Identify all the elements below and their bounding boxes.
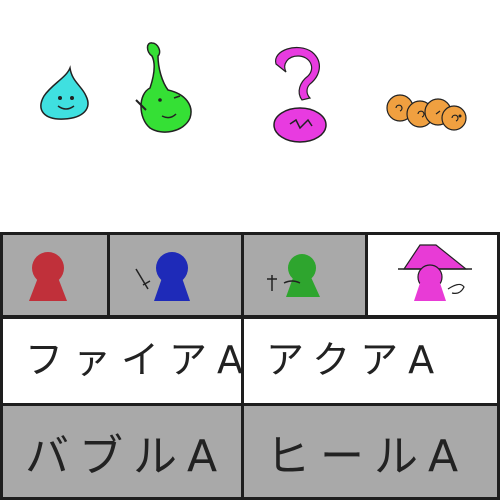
party-slot-green-priest[interactable] (241, 232, 368, 318)
aqua-command-button[interactable]: アクアA (241, 316, 500, 406)
bubble-command-button[interactable]: バブルA (0, 403, 244, 500)
party-row (0, 232, 500, 318)
green-keyhole-cross-icon (267, 254, 320, 297)
green-slime-icon[interactable] (128, 38, 198, 138)
pink-blob-icon[interactable] (262, 42, 334, 146)
blue-keyhole-sword-icon (135, 252, 190, 301)
party-slot-red-fighter[interactable] (0, 232, 110, 318)
enemy-area (0, 0, 500, 230)
heal-command-label: ヒールA (266, 431, 469, 482)
party-slot-pink-mage[interactable] (365, 232, 500, 318)
party-slot-blue-fighter[interactable] (107, 232, 244, 318)
red-keyhole-icon (29, 252, 67, 301)
bubble-command-label: バブルA (25, 431, 228, 482)
fire-command-button[interactable]: ファイアA (0, 316, 244, 406)
pink-witch-hat-icon (398, 244, 472, 301)
orange-caterpillar-icon[interactable] (384, 90, 470, 135)
blue-slime-icon[interactable] (30, 60, 100, 125)
fire-command-label: ファイアA (25, 338, 253, 382)
aqua-command-label: アクアA (266, 338, 445, 382)
heal-command-button[interactable]: ヒールA (241, 403, 500, 500)
